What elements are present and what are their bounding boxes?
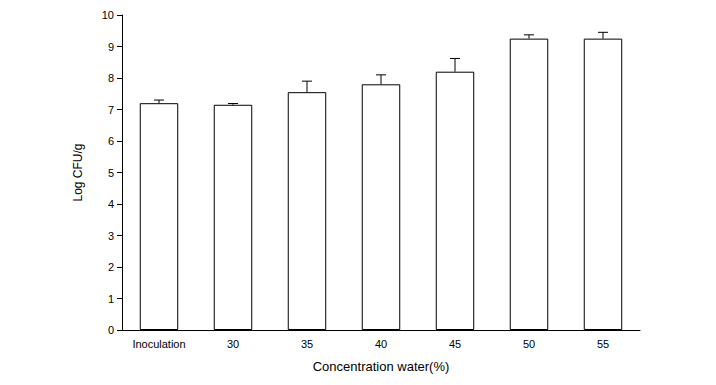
svg-text:5: 5	[108, 167, 114, 179]
svg-text:1: 1	[108, 293, 114, 305]
svg-text:10: 10	[102, 9, 114, 21]
svg-text:8: 8	[108, 72, 114, 84]
svg-text:4: 4	[108, 198, 114, 210]
svg-text:55: 55	[597, 338, 609, 350]
svg-text:Concentration water(%): Concentration water(%)	[313, 359, 450, 374]
svg-text:Log CFU/g: Log CFU/g	[71, 143, 85, 201]
svg-text:2: 2	[108, 261, 114, 273]
svg-text:40: 40	[375, 338, 387, 350]
svg-text:Inoculation: Inoculation	[132, 338, 185, 350]
svg-text:7: 7	[108, 104, 114, 116]
svg-text:50: 50	[523, 338, 535, 350]
svg-text:35: 35	[301, 338, 313, 350]
svg-text:30: 30	[227, 338, 239, 350]
svg-text:9: 9	[108, 41, 114, 53]
svg-text:6: 6	[108, 135, 114, 147]
svg-text:45: 45	[449, 338, 461, 350]
svg-text:3: 3	[108, 230, 114, 242]
svg-text:0: 0	[108, 324, 114, 336]
